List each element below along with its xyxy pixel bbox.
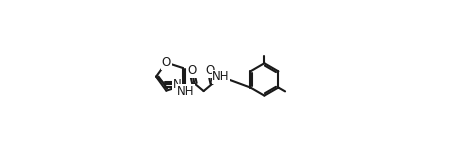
Text: O: O	[187, 64, 196, 77]
Text: NH: NH	[176, 85, 194, 98]
Text: N: N	[173, 78, 182, 91]
Text: O: O	[205, 64, 215, 77]
Text: NH: NH	[212, 70, 230, 83]
Text: O: O	[162, 56, 171, 69]
